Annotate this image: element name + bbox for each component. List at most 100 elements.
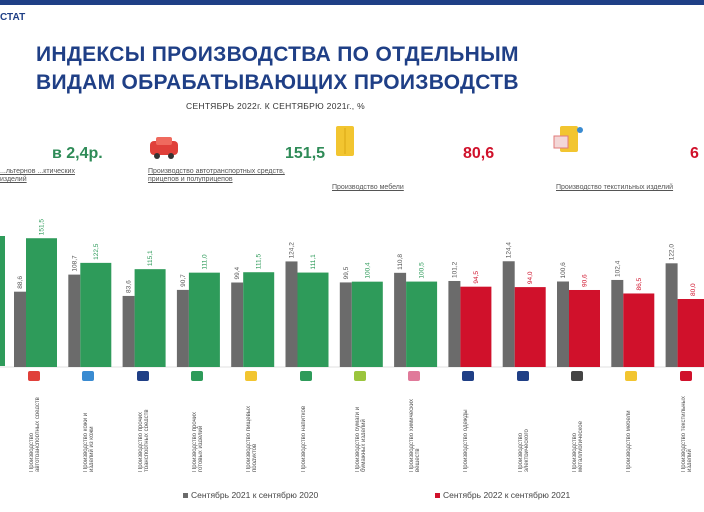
logo: СТАТ [0, 12, 26, 23]
category-label-11: Производство металлургическое [572, 421, 582, 472]
value-label-2021-1: 88,6 [17, 276, 24, 289]
bar-2021-12 [611, 279, 624, 367]
category-icon-7 [353, 371, 366, 381]
bar-2021-10 [502, 261, 515, 367]
bar-2021-7 [339, 282, 352, 367]
bar-2022-1 [26, 238, 57, 367]
value-label-2022-13: 80,0 [690, 283, 697, 296]
value-label-2021-3: 83,6 [126, 280, 133, 293]
category-icon-12 [625, 371, 638, 381]
bar-2022-2 [80, 262, 112, 367]
value-label-2022-2: 122,5 [93, 243, 100, 260]
category-label-8: Производство химических веществ [409, 398, 420, 472]
bar-2022-3 [134, 269, 166, 367]
category-icon-5 [245, 371, 258, 381]
category-label-12: Производство мебели [626, 410, 633, 472]
cropped-bar-left [0, 236, 5, 366]
category-icon-10 [516, 371, 529, 381]
category-label-5: Производство пищевых продуктов [246, 405, 257, 472]
highlight-label-3: Производство мебели [332, 184, 404, 191]
category-icon-9 [462, 371, 475, 381]
bar-2022-10 [514, 287, 546, 367]
page-title: ИНДЕКСЫ ПРОИЗВОДСТВА ПО ОТДЕЛЬНЫМ ВИДАМ … [36, 41, 676, 97]
legend-label-2: Сентябрь 2022 к сентябрю 2021 [443, 490, 571, 500]
bar-2022-7 [351, 281, 383, 367]
legend-item-1: Сентябрь 2021 к сентябрю 2020 [183, 490, 318, 500]
bar-2021-5 [231, 282, 244, 367]
value-label-2021-9: 101,2 [451, 261, 458, 278]
value-label-2021-2: 108,7 [71, 255, 78, 272]
highlight-value-4: 6 [690, 145, 699, 162]
highlight-value-2: 151,5 [285, 145, 326, 162]
title-line-1: ИНДЕКСЫ ПРОИЗВОДСТВА ПО ОТДЕЛЬНЫМ [36, 43, 519, 66]
highlight-value-1: в 2,4р. [52, 145, 103, 162]
legend-swatch-gray [183, 492, 188, 498]
value-label-2022-11: 90,6 [582, 274, 589, 287]
bar-2022-11 [569, 289, 600, 367]
category-label-13: Производство текстильных изделий [680, 396, 691, 472]
legend-item-2: Сентябрь 2022 к сентябрю 2021 [435, 490, 570, 500]
value-label-2021-12: 102,4 [614, 260, 621, 277]
highlight-label-1: ...льтернов ...ктических изделий [0, 168, 75, 183]
category-icon-3 [136, 371, 149, 381]
category-label-1: Производство автотранспортных средств [29, 397, 39, 472]
value-label-2022-1: 151,5 [39, 219, 46, 236]
bar-2022-5 [243, 272, 275, 367]
bar-2021-9 [448, 280, 461, 367]
bar-2021-8 [394, 272, 407, 367]
bar-2022-13 [677, 299, 704, 367]
category-icon-8 [408, 371, 421, 381]
bar-2022-6 [297, 272, 329, 367]
highlight-label-4: Производство текстильных изделий [556, 184, 674, 191]
value-label-2021-13: 122,0 [669, 244, 676, 261]
value-label-2022-8: 100,5 [419, 262, 426, 279]
fabric-icon [552, 124, 584, 156]
category-icon-1 [28, 371, 40, 381]
value-label-2022-10: 94,0 [527, 271, 534, 284]
bar-2021-6 [285, 261, 298, 367]
bar-2022-4 [188, 272, 220, 367]
value-label-2021-7: 99,5 [343, 266, 350, 279]
category-label-6: Производство напитков [300, 405, 307, 472]
value-label-2021-6: 124,2 [289, 242, 296, 259]
value-label-2022-9: 94,5 [473, 271, 480, 284]
category-icon-11 [571, 371, 583, 381]
bar-2022-8 [406, 281, 438, 367]
value-label-2021-5: 99,4 [234, 266, 241, 279]
bar-2021-4 [176, 289, 189, 367]
value-label-2022-3: 115,1 [147, 250, 154, 266]
category-icon-2 [82, 371, 95, 381]
category-icon-13 [679, 371, 692, 381]
chart-subtitle: СЕНТЯБРЬ 2022г. К СЕНТЯБРЮ 2021г., % [186, 101, 365, 111]
value-label-2022-4: 111,0 [201, 254, 208, 270]
bar-2021-3 [122, 295, 135, 367]
value-label-2021-8: 110,8 [397, 254, 404, 270]
legend-label-1: Сентябрь 2021 к сентябрю 2020 [191, 490, 319, 500]
bar-2021-11 [557, 281, 569, 367]
value-label-2021-11: 100,6 [560, 262, 567, 279]
category-icon-6 [299, 371, 312, 381]
bar-2021-2 [68, 274, 81, 367]
bar-2022-9 [460, 286, 492, 367]
category-label-9: Производство одежды [463, 409, 470, 472]
car-icon [148, 133, 180, 161]
bar-2021-13 [665, 263, 678, 367]
bar-2021-1 [14, 291, 26, 367]
highlight-value-3: 80,6 [463, 145, 495, 162]
wardrobe-icon [334, 124, 356, 160]
value-label-2022-12: 86,5 [636, 277, 643, 290]
title-line-2: ВИДАМ ОБРАБАТЫВАЮЩИХ ПРОИЗВОДСТВ [36, 71, 519, 94]
category-label-4: Производство прочих готовых изделий [191, 411, 202, 472]
category-label-3: Производство прочих транспортных средств [137, 409, 148, 472]
value-label-2021-10: 124,4 [506, 242, 513, 259]
value-label-2022-6: 111,1 [310, 254, 317, 270]
category-icon-4 [190, 371, 203, 381]
value-label-2021-4: 90,7 [180, 274, 187, 287]
value-label-2022-5: 111,5 [256, 254, 263, 270]
category-label-10: Производство электрического оборудования [517, 429, 528, 472]
top-bar [0, 0, 704, 5]
value-label-2022-7: 100,4 [364, 262, 371, 279]
legend-swatch-red [435, 492, 440, 498]
category-label-2: Производство кожи и изделий из кожи [83, 412, 94, 472]
